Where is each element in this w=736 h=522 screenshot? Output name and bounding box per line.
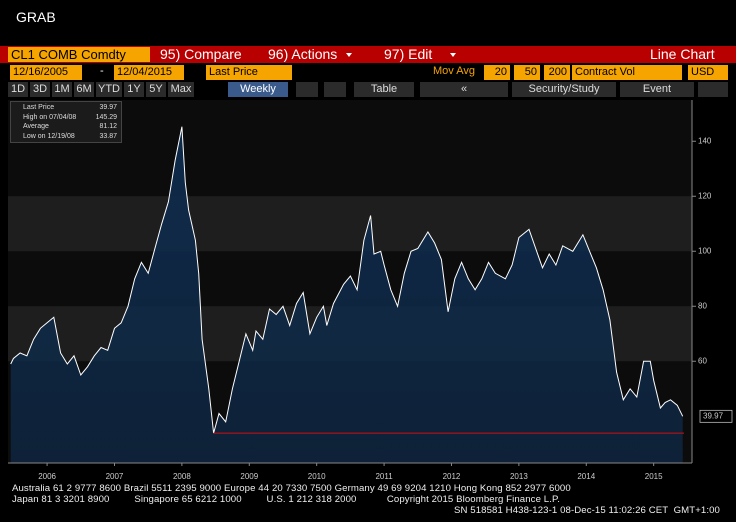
legend-value: 33.87 — [99, 132, 117, 140]
date-separator: - — [100, 65, 104, 77]
x-tick-label: 2014 — [577, 472, 595, 481]
price-area — [10, 126, 683, 463]
x-tick-label: 2015 — [645, 472, 663, 481]
price-line — [10, 126, 684, 434]
line-tool[interactable] — [296, 82, 318, 97]
footer-line: Japan 81 3 3201 8900 Singapore 65 6212 1… — [12, 494, 561, 505]
y-tick-label: 140 — [698, 136, 712, 145]
legend-value: 81.12 — [99, 123, 117, 130]
security-field[interactable]: CL1 COMB Comdty — [8, 47, 150, 62]
x-tick-label: 2011 — [375, 472, 393, 481]
ma-period[interactable]: 50 — [514, 65, 540, 80]
legend-value: 39.97 — [99, 104, 117, 111]
compare-button[interactable]: 95) Compare — [160, 46, 242, 63]
x-tick-label: 2012 — [443, 472, 461, 481]
actions-button[interactable]: 96) Actions — [268, 46, 338, 63]
y-tick-label: 60 — [698, 356, 707, 365]
legend-label: High on 07/04/08 — [23, 113, 77, 121]
volume-select[interactable]: Contract Vol — [572, 65, 682, 80]
period-button[interactable]: 1M — [52, 82, 72, 97]
legend: Last Price 39.97 High on 07/04/08 145.29 Ave… — [10, 101, 122, 143]
study-button[interactable]: Security/Study — [512, 82, 616, 97]
edit-button[interactable]: 97) Edit — [384, 46, 433, 63]
period-button[interactable]: 1Y — [124, 82, 144, 97]
footer-line: Australia 61 2 9777 8600 Brazil 5511 239… — [12, 483, 571, 494]
period-button[interactable]: 5Y — [146, 82, 166, 97]
legend-value: 145.29 — [95, 113, 117, 121]
footer-line: SN 518581 H438-123-1 08-Dec-15 11:02:26 … — [454, 505, 720, 516]
field-select[interactable]: Last Price — [206, 65, 292, 80]
legend-label: Last Price — [23, 104, 55, 111]
period-button[interactable]: YTD — [96, 82, 122, 97]
period-button[interactable]: 3D — [30, 82, 50, 97]
end-date[interactable]: 12/04/2015 — [114, 65, 184, 80]
dropdown-arrow — [346, 53, 352, 57]
x-tick-label: 2008 — [173, 472, 191, 481]
table-button[interactable]: Table — [354, 82, 414, 97]
dropdown-arrow — [450, 53, 456, 57]
period-button[interactable]: Max — [168, 82, 194, 97]
plot-band — [8, 196, 692, 252]
last-price-tag — [699, 409, 733, 423]
frequency-select[interactable]: Weekly — [228, 82, 288, 97]
chart-type[interactable]: Line Chart — [650, 46, 715, 63]
last-price-label: 39.97 — [703, 411, 724, 420]
x-tick-label: 2009 — [240, 472, 258, 481]
start-date[interactable]: 12/16/2005 — [10, 65, 82, 80]
x-tick-label: 2013 — [510, 472, 528, 481]
y-tick-label: 100 — [698, 246, 712, 255]
x-tick-label: 2010 — [308, 472, 326, 481]
legend-label: Low on 12/19/08 — [23, 132, 75, 140]
crosshair-tool[interactable] — [324, 82, 346, 97]
ma-period[interactable]: 200 — [544, 65, 570, 80]
period-button[interactable]: 6M — [74, 82, 94, 97]
legend-label: Average — [23, 123, 49, 130]
mov-avg-label: Mov Avg — [433, 65, 475, 77]
currency-select[interactable]: USD — [688, 65, 728, 80]
nav-button[interactable]: « — [420, 82, 508, 97]
y-tick-label: 120 — [698, 191, 712, 200]
x-tick-label: 2006 — [38, 472, 56, 481]
y-tick-label: 80 — [698, 301, 707, 310]
ma-period[interactable]: 20 — [484, 65, 510, 80]
settings-button[interactable] — [698, 82, 728, 97]
window-title: GRAB — [16, 9, 56, 25]
period-button[interactable]: 1D — [8, 82, 28, 97]
x-tick-label: 2007 — [106, 472, 124, 481]
event-button[interactable]: Event — [620, 82, 694, 97]
